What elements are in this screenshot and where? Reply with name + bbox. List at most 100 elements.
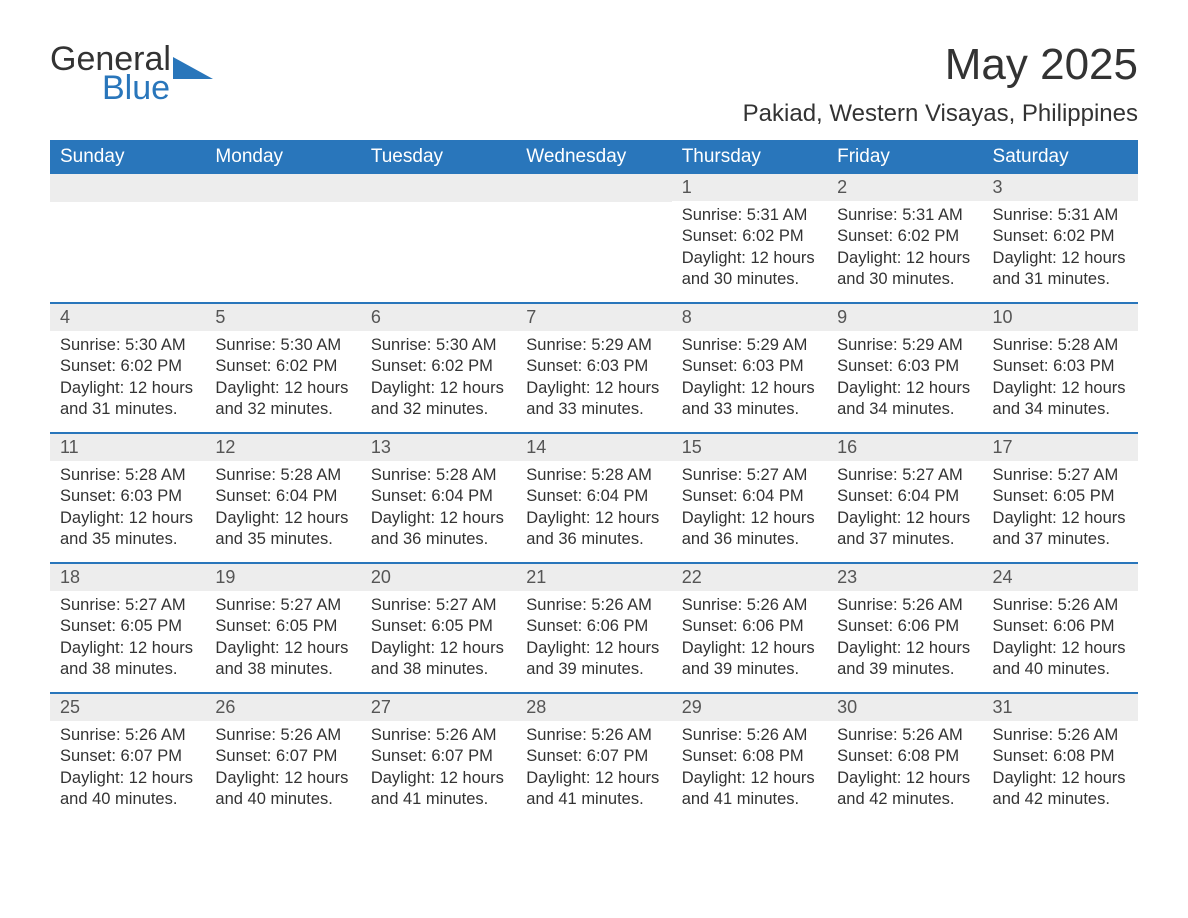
day-details: Sunrise: 5:31 AMSunset: 6:02 PMDaylight:… — [983, 201, 1138, 299]
day-number — [361, 174, 516, 202]
calendar-day-cell: 14Sunrise: 5:28 AMSunset: 6:04 PMDayligh… — [516, 434, 671, 562]
day-number: 5 — [205, 304, 360, 331]
weekday-header: Monday — [205, 140, 360, 174]
sunset-text: Sunset: 6:02 PM — [371, 356, 506, 377]
calendar-day-cell: 19Sunrise: 5:27 AMSunset: 6:05 PMDayligh… — [205, 564, 360, 692]
logo: General Blue — [50, 40, 213, 108]
day-number: 17 — [983, 434, 1138, 461]
sunrise-text: Sunrise: 5:27 AM — [837, 465, 972, 486]
calendar-day-cell: 15Sunrise: 5:27 AMSunset: 6:04 PMDayligh… — [672, 434, 827, 562]
sunset-text: Sunset: 6:02 PM — [682, 226, 817, 247]
calendar-day-cell — [361, 174, 516, 302]
calendar-day-cell: 20Sunrise: 5:27 AMSunset: 6:05 PMDayligh… — [361, 564, 516, 692]
sunrise-text: Sunrise: 5:27 AM — [371, 595, 506, 616]
sunrise-text: Sunrise: 5:28 AM — [993, 335, 1128, 356]
daylight-text: Daylight: 12 hours and 36 minutes. — [371, 508, 506, 551]
calendar-week-row: 25Sunrise: 5:26 AMSunset: 6:07 PMDayligh… — [50, 692, 1138, 822]
sunset-text: Sunset: 6:07 PM — [215, 746, 350, 767]
sunset-text: Sunset: 6:07 PM — [526, 746, 661, 767]
daylight-text: Daylight: 12 hours and 36 minutes. — [526, 508, 661, 551]
daylight-text: Daylight: 12 hours and 34 minutes. — [837, 378, 972, 421]
daylight-text: Daylight: 12 hours and 42 minutes. — [993, 768, 1128, 811]
day-details: Sunrise: 5:27 AMSunset: 6:05 PMDaylight:… — [205, 591, 360, 689]
day-number: 30 — [827, 694, 982, 721]
day-number: 1 — [672, 174, 827, 201]
sunset-text: Sunset: 6:05 PM — [371, 616, 506, 637]
day-details: Sunrise: 5:30 AMSunset: 6:02 PMDaylight:… — [50, 331, 205, 429]
day-details: Sunrise: 5:29 AMSunset: 6:03 PMDaylight:… — [672, 331, 827, 429]
calendar-week-row: 1Sunrise: 5:31 AMSunset: 6:02 PMDaylight… — [50, 174, 1138, 302]
daylight-text: Daylight: 12 hours and 39 minutes. — [682, 638, 817, 681]
calendar-day-cell: 27Sunrise: 5:26 AMSunset: 6:07 PMDayligh… — [361, 694, 516, 822]
weekday-header: Thursday — [672, 140, 827, 174]
day-details: Sunrise: 5:26 AMSunset: 6:07 PMDaylight:… — [361, 721, 516, 819]
daylight-text: Daylight: 12 hours and 38 minutes. — [215, 638, 350, 681]
sunrise-text: Sunrise: 5:26 AM — [526, 725, 661, 746]
calendar-day-cell: 29Sunrise: 5:26 AMSunset: 6:08 PMDayligh… — [672, 694, 827, 822]
day-number: 3 — [983, 174, 1138, 201]
sunrise-text: Sunrise: 5:30 AM — [60, 335, 195, 356]
sunset-text: Sunset: 6:06 PM — [993, 616, 1128, 637]
daylight-text: Daylight: 12 hours and 35 minutes. — [215, 508, 350, 551]
sunrise-text: Sunrise: 5:26 AM — [371, 725, 506, 746]
daylight-text: Daylight: 12 hours and 41 minutes. — [526, 768, 661, 811]
day-details: Sunrise: 5:29 AMSunset: 6:03 PMDaylight:… — [827, 331, 982, 429]
day-number: 8 — [672, 304, 827, 331]
sunset-text: Sunset: 6:02 PM — [60, 356, 195, 377]
calendar-week-row: 18Sunrise: 5:27 AMSunset: 6:05 PMDayligh… — [50, 562, 1138, 692]
calendar-day-cell: 8Sunrise: 5:29 AMSunset: 6:03 PMDaylight… — [672, 304, 827, 432]
sunset-text: Sunset: 6:03 PM — [60, 486, 195, 507]
calendar-day-cell — [516, 174, 671, 302]
calendar-week-row: 4Sunrise: 5:30 AMSunset: 6:02 PMDaylight… — [50, 302, 1138, 432]
weekday-header: Friday — [827, 140, 982, 174]
sunrise-text: Sunrise: 5:29 AM — [837, 335, 972, 356]
daylight-text: Daylight: 12 hours and 40 minutes. — [60, 768, 195, 811]
sunrise-text: Sunrise: 5:31 AM — [993, 205, 1128, 226]
daylight-text: Daylight: 12 hours and 41 minutes. — [371, 768, 506, 811]
calendar-day-cell: 3Sunrise: 5:31 AMSunset: 6:02 PMDaylight… — [983, 174, 1138, 302]
sunset-text: Sunset: 6:06 PM — [526, 616, 661, 637]
daylight-text: Daylight: 12 hours and 38 minutes. — [60, 638, 195, 681]
sunrise-text: Sunrise: 5:26 AM — [837, 595, 972, 616]
day-details: Sunrise: 5:31 AMSunset: 6:02 PMDaylight:… — [672, 201, 827, 299]
day-details: Sunrise: 5:28 AMSunset: 6:04 PMDaylight:… — [516, 461, 671, 559]
day-details: Sunrise: 5:30 AMSunset: 6:02 PMDaylight:… — [205, 331, 360, 429]
sunrise-text: Sunrise: 5:29 AM — [526, 335, 661, 356]
day-number: 25 — [50, 694, 205, 721]
day-details: Sunrise: 5:26 AMSunset: 6:06 PMDaylight:… — [827, 591, 982, 689]
sunrise-text: Sunrise: 5:30 AM — [371, 335, 506, 356]
day-details: Sunrise: 5:27 AMSunset: 6:05 PMDaylight:… — [983, 461, 1138, 559]
daylight-text: Daylight: 12 hours and 35 minutes. — [60, 508, 195, 551]
sunrise-text: Sunrise: 5:27 AM — [682, 465, 817, 486]
day-number: 15 — [672, 434, 827, 461]
day-details: Sunrise: 5:27 AMSunset: 6:05 PMDaylight:… — [50, 591, 205, 689]
day-number: 11 — [50, 434, 205, 461]
sunset-text: Sunset: 6:08 PM — [837, 746, 972, 767]
day-number: 29 — [672, 694, 827, 721]
sunset-text: Sunset: 6:06 PM — [682, 616, 817, 637]
day-details: Sunrise: 5:27 AMSunset: 6:04 PMDaylight:… — [672, 461, 827, 559]
sunrise-text: Sunrise: 5:26 AM — [993, 725, 1128, 746]
day-details: Sunrise: 5:28 AMSunset: 6:04 PMDaylight:… — [205, 461, 360, 559]
sunset-text: Sunset: 6:08 PM — [993, 746, 1128, 767]
day-number: 20 — [361, 564, 516, 591]
day-number: 23 — [827, 564, 982, 591]
day-number: 9 — [827, 304, 982, 331]
day-number: 14 — [516, 434, 671, 461]
day-number: 21 — [516, 564, 671, 591]
sunrise-text: Sunrise: 5:30 AM — [215, 335, 350, 356]
day-details: Sunrise: 5:28 AMSunset: 6:03 PMDaylight:… — [50, 461, 205, 559]
sunset-text: Sunset: 6:07 PM — [371, 746, 506, 767]
sunset-text: Sunset: 6:02 PM — [837, 226, 972, 247]
day-number: 18 — [50, 564, 205, 591]
sunrise-text: Sunrise: 5:26 AM — [215, 725, 350, 746]
sunset-text: Sunset: 6:08 PM — [682, 746, 817, 767]
sunrise-text: Sunrise: 5:29 AM — [682, 335, 817, 356]
day-number: 27 — [361, 694, 516, 721]
calendar-day-cell: 26Sunrise: 5:26 AMSunset: 6:07 PMDayligh… — [205, 694, 360, 822]
day-details: Sunrise: 5:30 AMSunset: 6:02 PMDaylight:… — [361, 331, 516, 429]
sunrise-text: Sunrise: 5:26 AM — [837, 725, 972, 746]
daylight-text: Daylight: 12 hours and 32 minutes. — [215, 378, 350, 421]
sunrise-text: Sunrise: 5:26 AM — [60, 725, 195, 746]
day-details: Sunrise: 5:26 AMSunset: 6:07 PMDaylight:… — [205, 721, 360, 819]
